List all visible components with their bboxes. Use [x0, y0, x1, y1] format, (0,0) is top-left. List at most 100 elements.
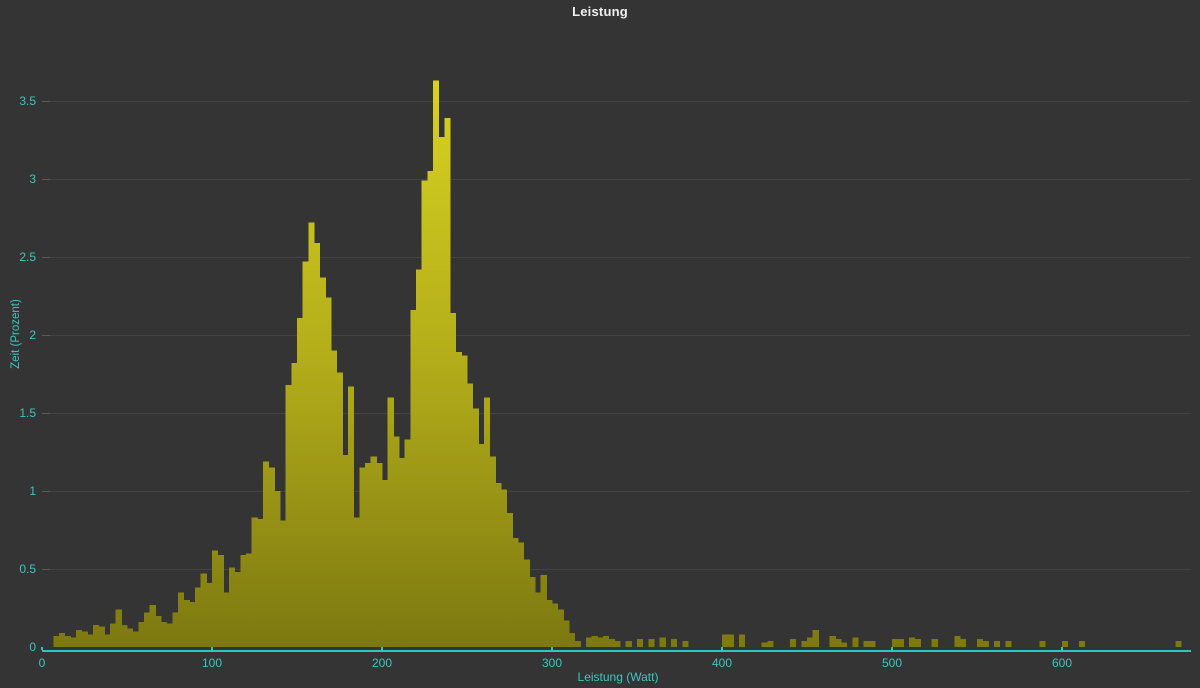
histogram-bar — [1079, 640, 1086, 647]
histogram-bar — [274, 491, 281, 647]
histogram-bar — [909, 637, 916, 647]
histogram-bar — [132, 631, 139, 647]
histogram-bar — [484, 397, 491, 647]
histogram-bar — [727, 634, 734, 647]
y-tick-label: 2.5 — [19, 250, 36, 264]
histogram-bar — [801, 640, 808, 647]
histogram-bar — [467, 383, 474, 647]
x-axis-tick — [551, 647, 553, 650]
x-tick-label: 0 — [38, 656, 46, 670]
histogram-bar — [977, 639, 984, 647]
histogram-bar — [314, 243, 321, 647]
histogram-bar — [336, 372, 343, 647]
x-axis-line — [42, 650, 1191, 652]
histogram-bar — [251, 517, 258, 647]
gridline — [42, 335, 1191, 336]
histogram-bar — [285, 384, 292, 647]
histogram-bar — [1005, 640, 1012, 647]
histogram-bar — [263, 461, 270, 647]
histogram-bar — [291, 363, 298, 647]
y-tick-label: 2 — [29, 328, 36, 342]
x-axis-tick — [721, 647, 723, 650]
histogram-bar — [897, 639, 904, 647]
histogram-bar — [438, 136, 445, 647]
histogram-bar — [308, 222, 315, 647]
histogram-bar — [586, 637, 593, 647]
x-axis-tick — [1061, 647, 1063, 650]
histogram-bar — [444, 118, 451, 647]
histogram-bar — [87, 634, 94, 647]
gridline — [42, 569, 1191, 570]
histogram-bar — [835, 639, 842, 647]
x-tick-label: 200 — [371, 656, 393, 670]
histogram-bar — [1039, 640, 1046, 647]
x-axis-tick — [381, 647, 383, 650]
histogram-bar — [172, 612, 179, 647]
histogram-bar — [353, 517, 360, 647]
histogram-bar — [614, 640, 621, 647]
histogram-bar — [1062, 640, 1069, 647]
histogram-bar — [954, 636, 961, 647]
histogram-bar — [489, 456, 496, 647]
histogram-bar — [404, 439, 411, 647]
x-tick-label: 100 — [201, 656, 223, 670]
histogram-bar — [399, 458, 406, 647]
histogram-bar — [144, 612, 151, 647]
histogram-bar — [183, 600, 190, 647]
histogram-bar — [393, 436, 400, 647]
histogram-bar — [155, 615, 162, 647]
histogram-bar — [64, 636, 71, 647]
histogram-bar — [149, 604, 156, 647]
histogram-bar — [433, 80, 440, 647]
x-axis-title: Leistung (Watt) — [577, 670, 659, 684]
histogram-bar — [280, 520, 287, 647]
x-axis-tick — [41, 647, 43, 650]
histogram-bar — [767, 640, 774, 647]
histogram-bar — [625, 640, 632, 647]
histogram-bar — [931, 639, 938, 647]
histogram-bar — [342, 455, 349, 647]
x-tick-label: 400 — [711, 656, 733, 670]
histogram-bar — [648, 639, 655, 647]
chart-title: Leistung — [572, 4, 628, 19]
histogram-bar — [450, 313, 457, 647]
histogram-bar — [841, 642, 848, 647]
y-tick-label: 0 — [29, 640, 36, 654]
histogram-bar — [829, 636, 836, 647]
histogram-bar — [302, 261, 309, 647]
histogram-bar — [569, 633, 576, 647]
histogram-bar — [863, 640, 870, 647]
y-tick-label: 3 — [29, 172, 36, 186]
histogram-bar — [637, 639, 644, 647]
histogram-bar — [512, 537, 519, 647]
histogram-bar — [93, 625, 100, 647]
x-tick-label: 600 — [1051, 656, 1073, 670]
histogram-bar — [591, 636, 598, 647]
histogram-bar — [722, 634, 729, 647]
histogram-bar — [472, 408, 479, 647]
histogram-bar — [869, 640, 876, 647]
histogram-bar — [115, 609, 122, 647]
x-axis-tick — [891, 647, 893, 650]
histogram-bar — [478, 444, 485, 647]
histogram-bar — [682, 640, 689, 647]
histogram-bar — [994, 640, 1001, 647]
histogram-bar — [540, 575, 547, 647]
histogram-bar — [960, 639, 967, 647]
histogram-bar — [529, 576, 536, 647]
histogram-bar — [161, 622, 168, 647]
histogram-bar — [229, 567, 236, 647]
histogram-bar — [76, 629, 83, 647]
histogram-bar — [603, 636, 610, 647]
histogram-bar — [59, 633, 66, 647]
histogram-bar — [455, 352, 462, 647]
histogram-bar — [852, 637, 859, 647]
histogram-bar — [53, 636, 60, 647]
histogram-bar — [518, 542, 525, 647]
histogram-bar — [348, 386, 355, 647]
histogram-bar — [495, 483, 502, 647]
histogram-bar — [246, 553, 253, 647]
histogram-bar — [546, 600, 553, 647]
histogram-bar — [761, 642, 768, 647]
